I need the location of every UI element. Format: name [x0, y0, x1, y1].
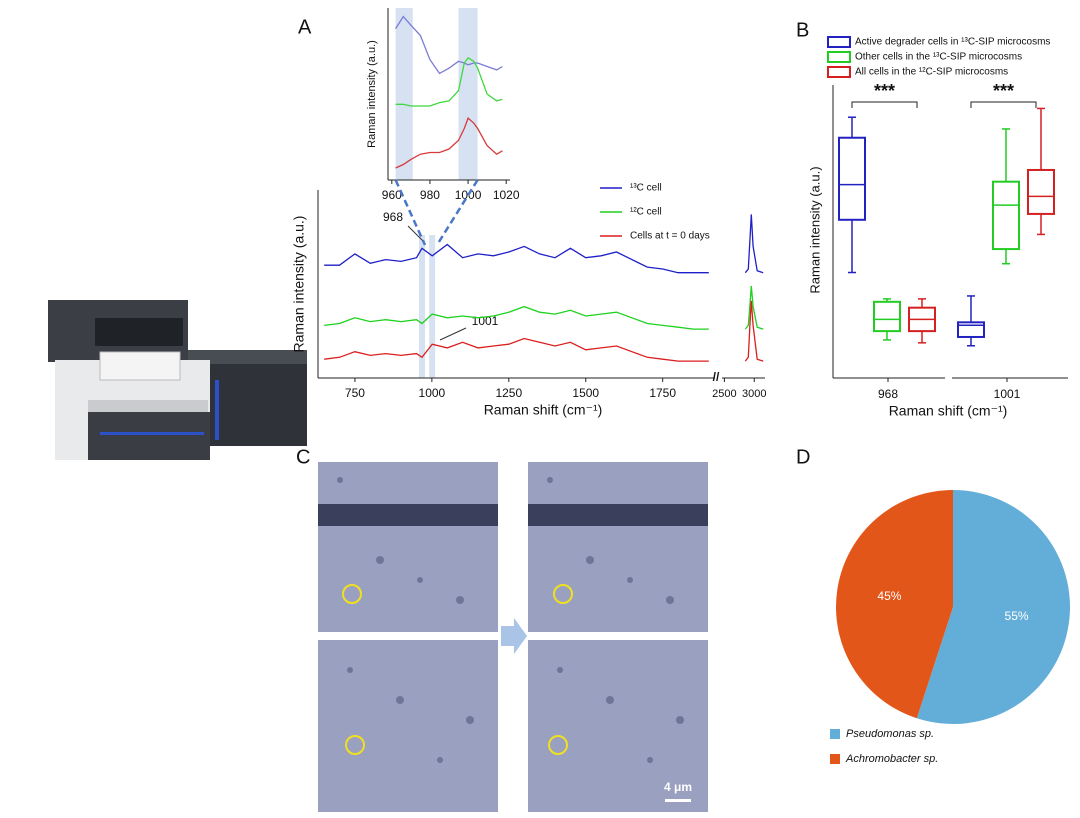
box: [838, 136, 866, 221]
cells: [337, 477, 684, 763]
legend-label: Other cells in the ¹³C-SIP microcosms: [855, 52, 1022, 63]
x-tick-label: 1001: [994, 387, 1021, 401]
legend-swatch: [827, 36, 851, 48]
x-tick-label: 1020: [493, 188, 520, 202]
panel-label: D: [796, 446, 810, 468]
highlight-band: [395, 8, 413, 180]
series-line: [395, 57, 503, 107]
x-tick-label: 968: [878, 387, 898, 401]
legend-swatch: [830, 754, 840, 764]
highlight-circle: [345, 735, 365, 755]
y-axis-title: Raman intensity (a.u.): [366, 40, 378, 148]
highlight-band: [429, 235, 436, 378]
x-tick-label: 1250: [495, 386, 522, 400]
highlight-circle: [342, 584, 362, 604]
x-axis-title: Raman shift (cm⁻¹): [484, 402, 603, 418]
slice-label: 45%: [877, 589, 901, 603]
instrument-stripe: [215, 380, 219, 440]
micrograph: [318, 640, 498, 812]
instrument-window: [95, 318, 183, 346]
instrument-stripe: [100, 432, 204, 435]
pie-slice: [916, 490, 1070, 724]
annotation-arrow: [439, 327, 467, 341]
legend-label: All cells in the ¹²C-SIP microcosms: [855, 67, 1008, 78]
significance-bracket: [970, 101, 1037, 108]
legend-label: Cells at t = 0 days: [630, 231, 710, 242]
scale-bar-label: 4 μm: [664, 780, 692, 794]
annotation-arrow: [407, 225, 425, 243]
connector: [435, 179, 479, 246]
series-line: [395, 116, 503, 169]
x-tick-label: 1000: [419, 386, 446, 400]
x-tick-label: 750: [345, 386, 365, 400]
x-tick-label: 3000: [742, 388, 766, 400]
pie-slice: [836, 490, 953, 719]
instrument-stage: [88, 400, 208, 412]
legend-label: Pseudomonas sp.: [846, 728, 934, 740]
series-line: [744, 300, 764, 362]
legend-swatch: [827, 51, 851, 63]
legend-swatch: [827, 66, 851, 78]
micrograph-channel: [528, 504, 708, 526]
highlight-circle: [553, 584, 573, 604]
series-line: [744, 285, 764, 330]
x-tick-label: 1500: [572, 386, 599, 400]
scale-bar: [665, 799, 691, 802]
axis-break: //: [713, 370, 720, 384]
legend-swatch: [830, 729, 840, 739]
significance: ***: [874, 81, 895, 101]
legend-label: ¹²C cell: [630, 207, 662, 218]
instrument-head: [99, 351, 181, 381]
highlight-circle: [548, 735, 568, 755]
series-line: [324, 337, 709, 362]
connector: [394, 179, 427, 246]
legend-label: Active degrader cells in ¹³C-SIP microco…: [855, 37, 1050, 48]
micrographs: 4 μm: [318, 462, 708, 812]
series-line: [744, 214, 764, 274]
annotation: 968: [383, 210, 403, 224]
significance-bracket: [851, 101, 918, 108]
x-tick-label: 960: [382, 188, 402, 202]
micrograph-channel: [318, 504, 498, 526]
series-line: [324, 243, 709, 274]
legend-label: Achromobacter sp.: [845, 753, 938, 765]
series-line: [324, 305, 709, 330]
legend-label: ¹³C cell: [630, 183, 662, 194]
panel-label: C: [296, 446, 310, 468]
y-axis-title: Raman intensity (a.u.): [291, 216, 307, 353]
micrograph: [528, 462, 708, 632]
box: [992, 180, 1020, 251]
x-tick-label: 1750: [649, 386, 676, 400]
x-tick-label: 2500: [712, 388, 736, 400]
y-axis-title: Raman intensity (a.u.): [807, 166, 822, 293]
x-tick-label: 980: [420, 188, 440, 202]
instrument-base: [88, 412, 210, 460]
panel-label: A: [298, 16, 312, 38]
x-axis-title: Raman shift (cm⁻¹): [889, 403, 1008, 419]
significance: ***: [993, 81, 1014, 101]
instrument: [48, 300, 307, 460]
slice-label: 55%: [1005, 609, 1029, 623]
highlight-band: [419, 235, 426, 378]
box: [873, 300, 901, 333]
box: [1027, 168, 1055, 215]
micrograph: [318, 462, 498, 632]
arrow: [501, 618, 527, 654]
panel-label: B: [796, 19, 809, 41]
highlight-band: [458, 8, 478, 180]
series-line: [395, 15, 503, 75]
